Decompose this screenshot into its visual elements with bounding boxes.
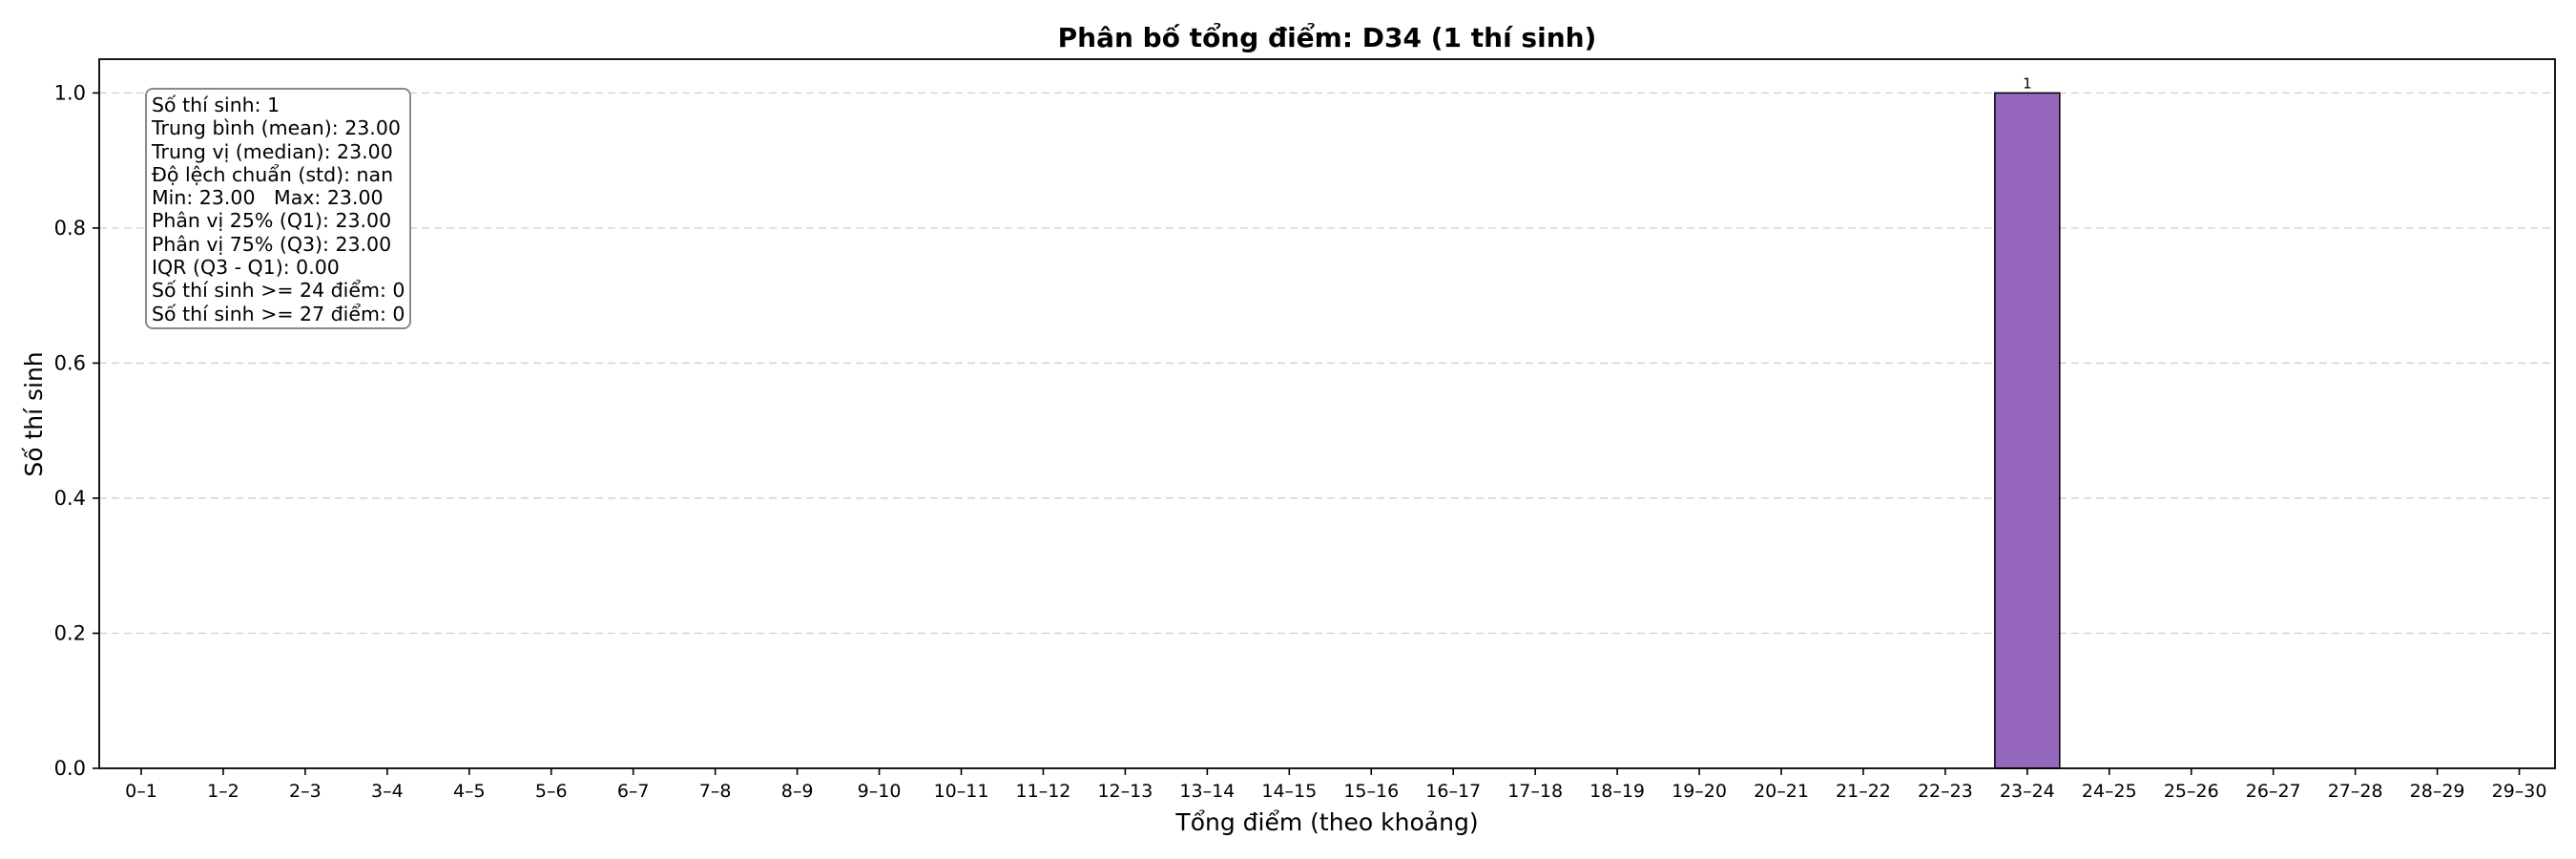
bars bbox=[1994, 92, 2061, 769]
x-tick-label: 4–5 bbox=[453, 781, 486, 802]
stats-line: Số thí sinh >= 27 điểm: 0 bbox=[152, 302, 405, 325]
x-tick-label: 27–28 bbox=[2328, 781, 2383, 802]
x-tick-label: 0–1 bbox=[125, 781, 157, 802]
y-tick-label: 0.2 bbox=[54, 621, 86, 644]
x-tick-label: 22–23 bbox=[1918, 781, 1973, 802]
bar bbox=[1994, 92, 2061, 769]
x-tick-label: 20–21 bbox=[1754, 781, 1809, 802]
y-axis-label: Số thí sinh bbox=[20, 351, 48, 476]
stats-line: Số thí sinh >= 24 điểm: 0 bbox=[152, 279, 405, 303]
x-tick-label: 8–9 bbox=[781, 781, 814, 802]
x-tick-label: 7–8 bbox=[699, 781, 732, 802]
x-tick-label: 9–10 bbox=[858, 781, 902, 802]
x-tick-label: 12–13 bbox=[1097, 781, 1153, 802]
chart-title: Phân bố tổng điểm: D34 (1 thí sinh) bbox=[1058, 21, 1597, 53]
stats-box: Số thí sinh: 1 Trung bình (mean): 23.00 … bbox=[145, 88, 412, 329]
x-tick-label: 6–7 bbox=[617, 781, 650, 802]
x-tick-label: 28–29 bbox=[2410, 781, 2465, 802]
grid-lines bbox=[99, 92, 2555, 635]
x-tick-label: 29–30 bbox=[2492, 781, 2547, 802]
x-tick-label: 25–26 bbox=[2164, 781, 2219, 802]
y-tick-label: 0.0 bbox=[54, 757, 86, 780]
x-tick-label: 18–19 bbox=[1589, 781, 1645, 802]
stats-line: Độ lệch chuẩn (std): nan bbox=[152, 162, 394, 186]
stats-line: Số thí sinh: 1 bbox=[152, 94, 280, 116]
plot-frame bbox=[98, 58, 2556, 769]
x-tick-label: 23–24 bbox=[2000, 781, 2055, 802]
x-tick-label: 3–4 bbox=[371, 781, 404, 802]
y-tick-label: 1.0 bbox=[54, 81, 86, 104]
x-tick-label: 2–3 bbox=[289, 781, 322, 802]
stats-line: Trung vị (median): 23.00 bbox=[152, 139, 393, 163]
x-tick-label: 1–2 bbox=[207, 781, 239, 802]
stats-line: Trung bình (mean): 23.00 bbox=[152, 116, 401, 140]
bar-value-label: 1 bbox=[2023, 74, 2032, 92]
x-tick-label: 19–20 bbox=[1672, 781, 1727, 802]
x-tick-label: 5–6 bbox=[535, 781, 568, 802]
stats-line: Phân vị 25% (Q1): 23.00 bbox=[152, 209, 392, 233]
stats-line: IQR (Q3 - Q1): 0.00 bbox=[152, 256, 340, 280]
x-tick-label: 16–17 bbox=[1425, 781, 1481, 802]
x-tick-label: 17–18 bbox=[1507, 781, 1563, 802]
x-tick-label: 24–25 bbox=[2082, 781, 2137, 802]
x-tick-label: 21–22 bbox=[1836, 781, 1891, 802]
y-tick-label: 0.6 bbox=[54, 351, 86, 374]
y-tick-label: 0.4 bbox=[54, 487, 86, 510]
stats-line: Phân vị 75% (Q3): 23.00 bbox=[152, 232, 392, 256]
x-tick-label: 11–12 bbox=[1016, 781, 1071, 802]
x-tick-label: 10–11 bbox=[934, 781, 989, 802]
axis-ticks: 0.0 0.2 0.4 0.6 0.8 1.0 0–1 1–2 2–3 3–4 4–5 5–6 6–7 7… bbox=[54, 74, 2547, 802]
x-tick-label: 14–15 bbox=[1261, 781, 1317, 802]
x-tick-label: 26–27 bbox=[2246, 781, 2301, 802]
x-tick-label: 13–14 bbox=[1179, 781, 1235, 802]
x-tick-label: 15–16 bbox=[1343, 781, 1399, 802]
stats-line: Min: 23.00 Max: 23.00 bbox=[152, 186, 384, 210]
x-axis-label: Tổng điểm (theo khoảng) bbox=[1174, 808, 1478, 836]
y-tick-label: 0.8 bbox=[54, 217, 86, 240]
